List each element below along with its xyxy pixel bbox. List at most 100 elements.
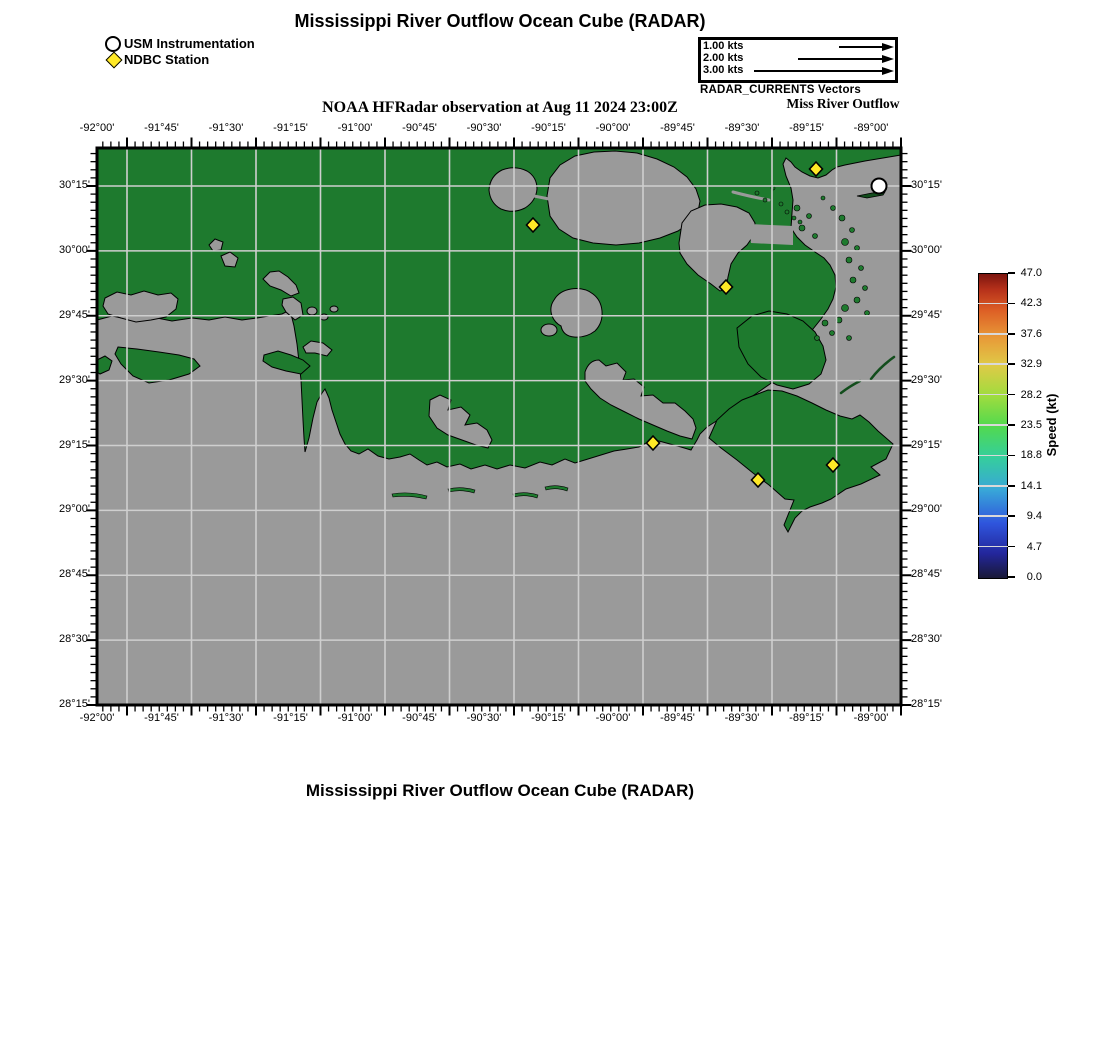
x-tick-label-bottom: -91°15' — [273, 712, 308, 724]
gulf-and-sounds-water — [96, 154, 902, 706]
grand-lake-1 — [262, 270, 300, 297]
colorbar-tick — [1008, 393, 1015, 396]
lake-verret-2 — [220, 251, 239, 268]
colorbar-tick — [1008, 484, 1015, 487]
x-tick-label-bottom: -89°00' — [853, 712, 889, 724]
x-tick-label-bottom: -90°30' — [466, 712, 502, 724]
colorbar-tick-label: 32.9 — [1020, 358, 1042, 371]
speed-colorbar — [978, 273, 1008, 579]
colorbar-tick — [1008, 332, 1015, 335]
usm-instrumentation-icon — [105, 36, 121, 52]
y-tick-label-right: 28°30' — [911, 633, 942, 646]
colorbar-tick — [1008, 424, 1015, 426]
x-tick-label-top: -91°15' — [273, 122, 308, 134]
colorbar-tick-label: 23.5 — [1020, 419, 1042, 431]
y-tick-label-right: 29°30' — [911, 373, 942, 386]
y-tick-label-left: 29°15' — [59, 438, 90, 451]
graticule-grid — [97, 148, 901, 705]
x-tick-label-bottom: -91°45' — [144, 712, 179, 724]
x-tick-label-top: -90°30' — [466, 122, 502, 134]
vector-arrowhead-icon — [882, 54, 894, 63]
x-tick-label-top: -91°30' — [208, 122, 244, 134]
y-tick-label-left: 28°15' — [59, 698, 90, 710]
grand-terre-island — [512, 492, 539, 499]
chandeleur-islands-south — [839, 379, 862, 395]
colorbar-gridline — [978, 302, 1008, 305]
x-tick-label-bottom: -90°45' — [402, 712, 437, 724]
y-tick-label-left: 28°30' — [59, 633, 90, 646]
station-markers — [525, 160, 888, 489]
y-tick-label-right: 28°15' — [911, 698, 942, 710]
x-tick-label-top: -91°45' — [144, 122, 179, 134]
colorbar-gridline — [978, 454, 1008, 457]
x-tick-label-bottom: -91°30' — [208, 712, 244, 724]
colorbar-tick-label: 0.0 — [1026, 571, 1042, 583]
page-title: Mississippi River Outflow Ocean Cube (RA… — [294, 11, 706, 31]
x-tick-label-bottom: -92°00' — [79, 712, 115, 724]
vector-scale-label: 2.00 kts — [703, 52, 744, 64]
colorbar-tick — [1008, 302, 1015, 305]
y-tick-label-left: 28°45' — [59, 568, 90, 581]
x-tick-label-top: -91°00' — [337, 122, 373, 134]
region-label: Miss River Outflow — [786, 96, 900, 111]
y-tick-label-left: 29°00' — [59, 503, 90, 516]
vector-scale-line — [839, 46, 886, 48]
small-lake-1 — [306, 306, 318, 316]
small-lake-3 — [329, 305, 339, 313]
borgne-sound-neck — [749, 224, 793, 245]
x-tick-label-bottom: -90°15' — [531, 712, 566, 724]
x-tick-label-top: -90°15' — [531, 122, 566, 134]
colorbar-tick — [1008, 545, 1015, 548]
axis-ticks — [86, 137, 912, 716]
lac-des-allemands — [540, 323, 558, 337]
chandeleur-islands-north — [869, 355, 896, 381]
vector-caption: RADAR_CURRENTS Vectors — [700, 84, 861, 96]
coastal-strip — [262, 350, 311, 375]
colorbar-tick — [1008, 576, 1015, 578]
colorbar-gridline — [978, 485, 1008, 487]
vector-scale-box — [698, 37, 898, 83]
lake-maurepas — [488, 167, 538, 212]
y-tick-label-left: 30°15' — [59, 179, 90, 191]
vector-arrowhead-icon — [882, 42, 894, 51]
colorbar-gridline — [978, 393, 1008, 396]
colorbar-tick-label: 47.0 — [1020, 267, 1042, 279]
colorbar-tick-label: 28.2 — [1020, 388, 1042, 401]
vector-scale-line — [754, 70, 886, 72]
x-tick-label-bottom: -89°45' — [660, 712, 695, 724]
isles-dernieres — [391, 492, 428, 500]
marsh-speckles — [754, 185, 870, 341]
colorbar-tick-label: 9.4 — [1026, 510, 1042, 523]
x-tick-label-bottom: -89°30' — [724, 712, 760, 724]
timbalier-island — [447, 487, 476, 494]
colorbar-gridline — [978, 515, 1008, 517]
colorbar-tick — [1008, 363, 1015, 366]
marsh-island — [114, 346, 201, 384]
x-tick-label-top: -92°00' — [79, 122, 115, 134]
colorbar-gridline — [978, 424, 1008, 426]
ndbc-station-marker — [808, 160, 824, 178]
colorbar-gridline — [978, 363, 1008, 365]
vector-scale-label: 3.00 kts — [703, 64, 744, 76]
usm-legend-label: USM Instrumentation — [124, 36, 255, 51]
ndbc-station-marker — [525, 216, 541, 234]
map — [86, 137, 912, 716]
colorbar-tick-label: 4.7 — [1026, 540, 1042, 553]
ndbc-station-icon — [105, 51, 123, 69]
colorbar-title: Speed (kt) — [1044, 393, 1059, 457]
x-tick-label-bottom: -91°00' — [337, 712, 373, 724]
x-tick-label-top: -89°15' — [789, 122, 824, 134]
observation-subtitle: NOAA HFRadar observation at Aug 11 2024 … — [322, 99, 678, 116]
vector-scale-line — [798, 58, 886, 60]
x-tick-label-bottom: -89°15' — [789, 712, 824, 724]
lake-penchant — [302, 340, 333, 357]
caminada-island — [544, 485, 569, 492]
vector-arrowhead-icon — [882, 66, 894, 75]
map-frame — [95, 146, 903, 707]
lake-pontchartrain — [546, 150, 701, 246]
x-tick-label-top: -89°45' — [660, 122, 695, 134]
ndbc-legend-label: NDBC Station — [124, 52, 210, 67]
vector-scale-label: 1.00 kts — [703, 40, 744, 52]
y-tick-label-right: 29°00' — [911, 503, 942, 516]
x-tick-label-top: -89°30' — [724, 122, 760, 134]
